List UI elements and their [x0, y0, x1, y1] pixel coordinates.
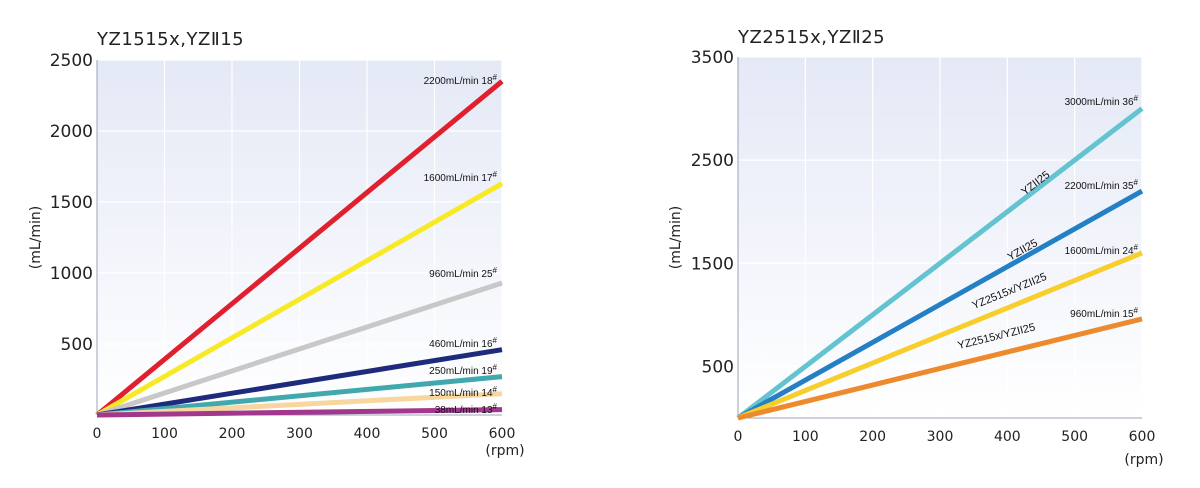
series-label: 250mL/min 19# — [429, 363, 497, 377]
x-tick-label: 500 — [1061, 429, 1088, 445]
series-label: 960mL/min 25# — [429, 266, 497, 280]
x-tick-label: 400 — [354, 426, 381, 442]
series-line — [736, 106, 1144, 420]
y-tick-label: 1500 — [691, 254, 734, 274]
series-line — [95, 181, 504, 418]
x-tick-label: 0 — [734, 429, 743, 445]
series-label: 1600mL/min 24# — [1065, 243, 1139, 257]
series-label: 1600mL/min 17# — [424, 170, 498, 184]
series-line — [95, 79, 504, 417]
series-label: 2200mL/min 18# — [424, 73, 498, 87]
y-tick-label: 2500 — [50, 51, 93, 71]
series-line — [737, 316, 1143, 421]
x-axis-label: (rpm) — [1124, 452, 1163, 468]
x-tick-label: 300 — [286, 426, 313, 442]
series-label: 460mL/min 16# — [429, 336, 497, 350]
y-tick-label: 1000 — [50, 264, 93, 284]
y-tick-label: 2000 — [50, 122, 93, 142]
x-tick-label: 100 — [792, 429, 819, 445]
x-tick-label: 200 — [219, 426, 246, 442]
x-axis-label: (rpm) — [485, 443, 524, 459]
series-line — [96, 374, 503, 418]
x-tick-label: 100 — [151, 426, 178, 442]
y-tick-label: 1500 — [50, 193, 93, 213]
x-tick-label: 600 — [1129, 429, 1156, 445]
x-tick-label: 400 — [994, 429, 1021, 445]
series-label: 2200mL/min 35# — [1065, 178, 1139, 192]
series-label: 38mL/min 13# — [435, 402, 498, 416]
y-tick-label: 500 — [702, 357, 734, 377]
series-line — [96, 347, 503, 418]
x-tick-label: 300 — [927, 429, 954, 445]
y-axis-label: (mL/min) — [28, 206, 44, 269]
x-tick-label: 500 — [421, 426, 448, 442]
series-label: 960mL/min 15# — [1070, 306, 1138, 320]
x-tick-label: 0 — [93, 426, 102, 442]
y-axis-label: (mL/min) — [668, 206, 684, 269]
y-tick-label: 2500 — [691, 151, 734, 171]
series-line — [737, 250, 1143, 421]
x-tick-label: 200 — [859, 429, 886, 445]
series-line — [96, 407, 503, 418]
series-line — [96, 391, 503, 418]
series-line — [96, 280, 503, 418]
series-label: 150mL/min 14# — [429, 385, 497, 399]
series-label: 3000mL/min 36# — [1065, 94, 1139, 108]
series-line — [736, 188, 1144, 421]
chart-title: YZ1515x,YZⅡ15 — [96, 29, 244, 50]
chart-title: YZ2515x,YZⅡ25 — [737, 27, 885, 48]
y-tick-label: 3500 — [691, 48, 734, 68]
x-tick-label: 600 — [489, 426, 516, 442]
y-tick-label: 500 — [61, 335, 93, 355]
